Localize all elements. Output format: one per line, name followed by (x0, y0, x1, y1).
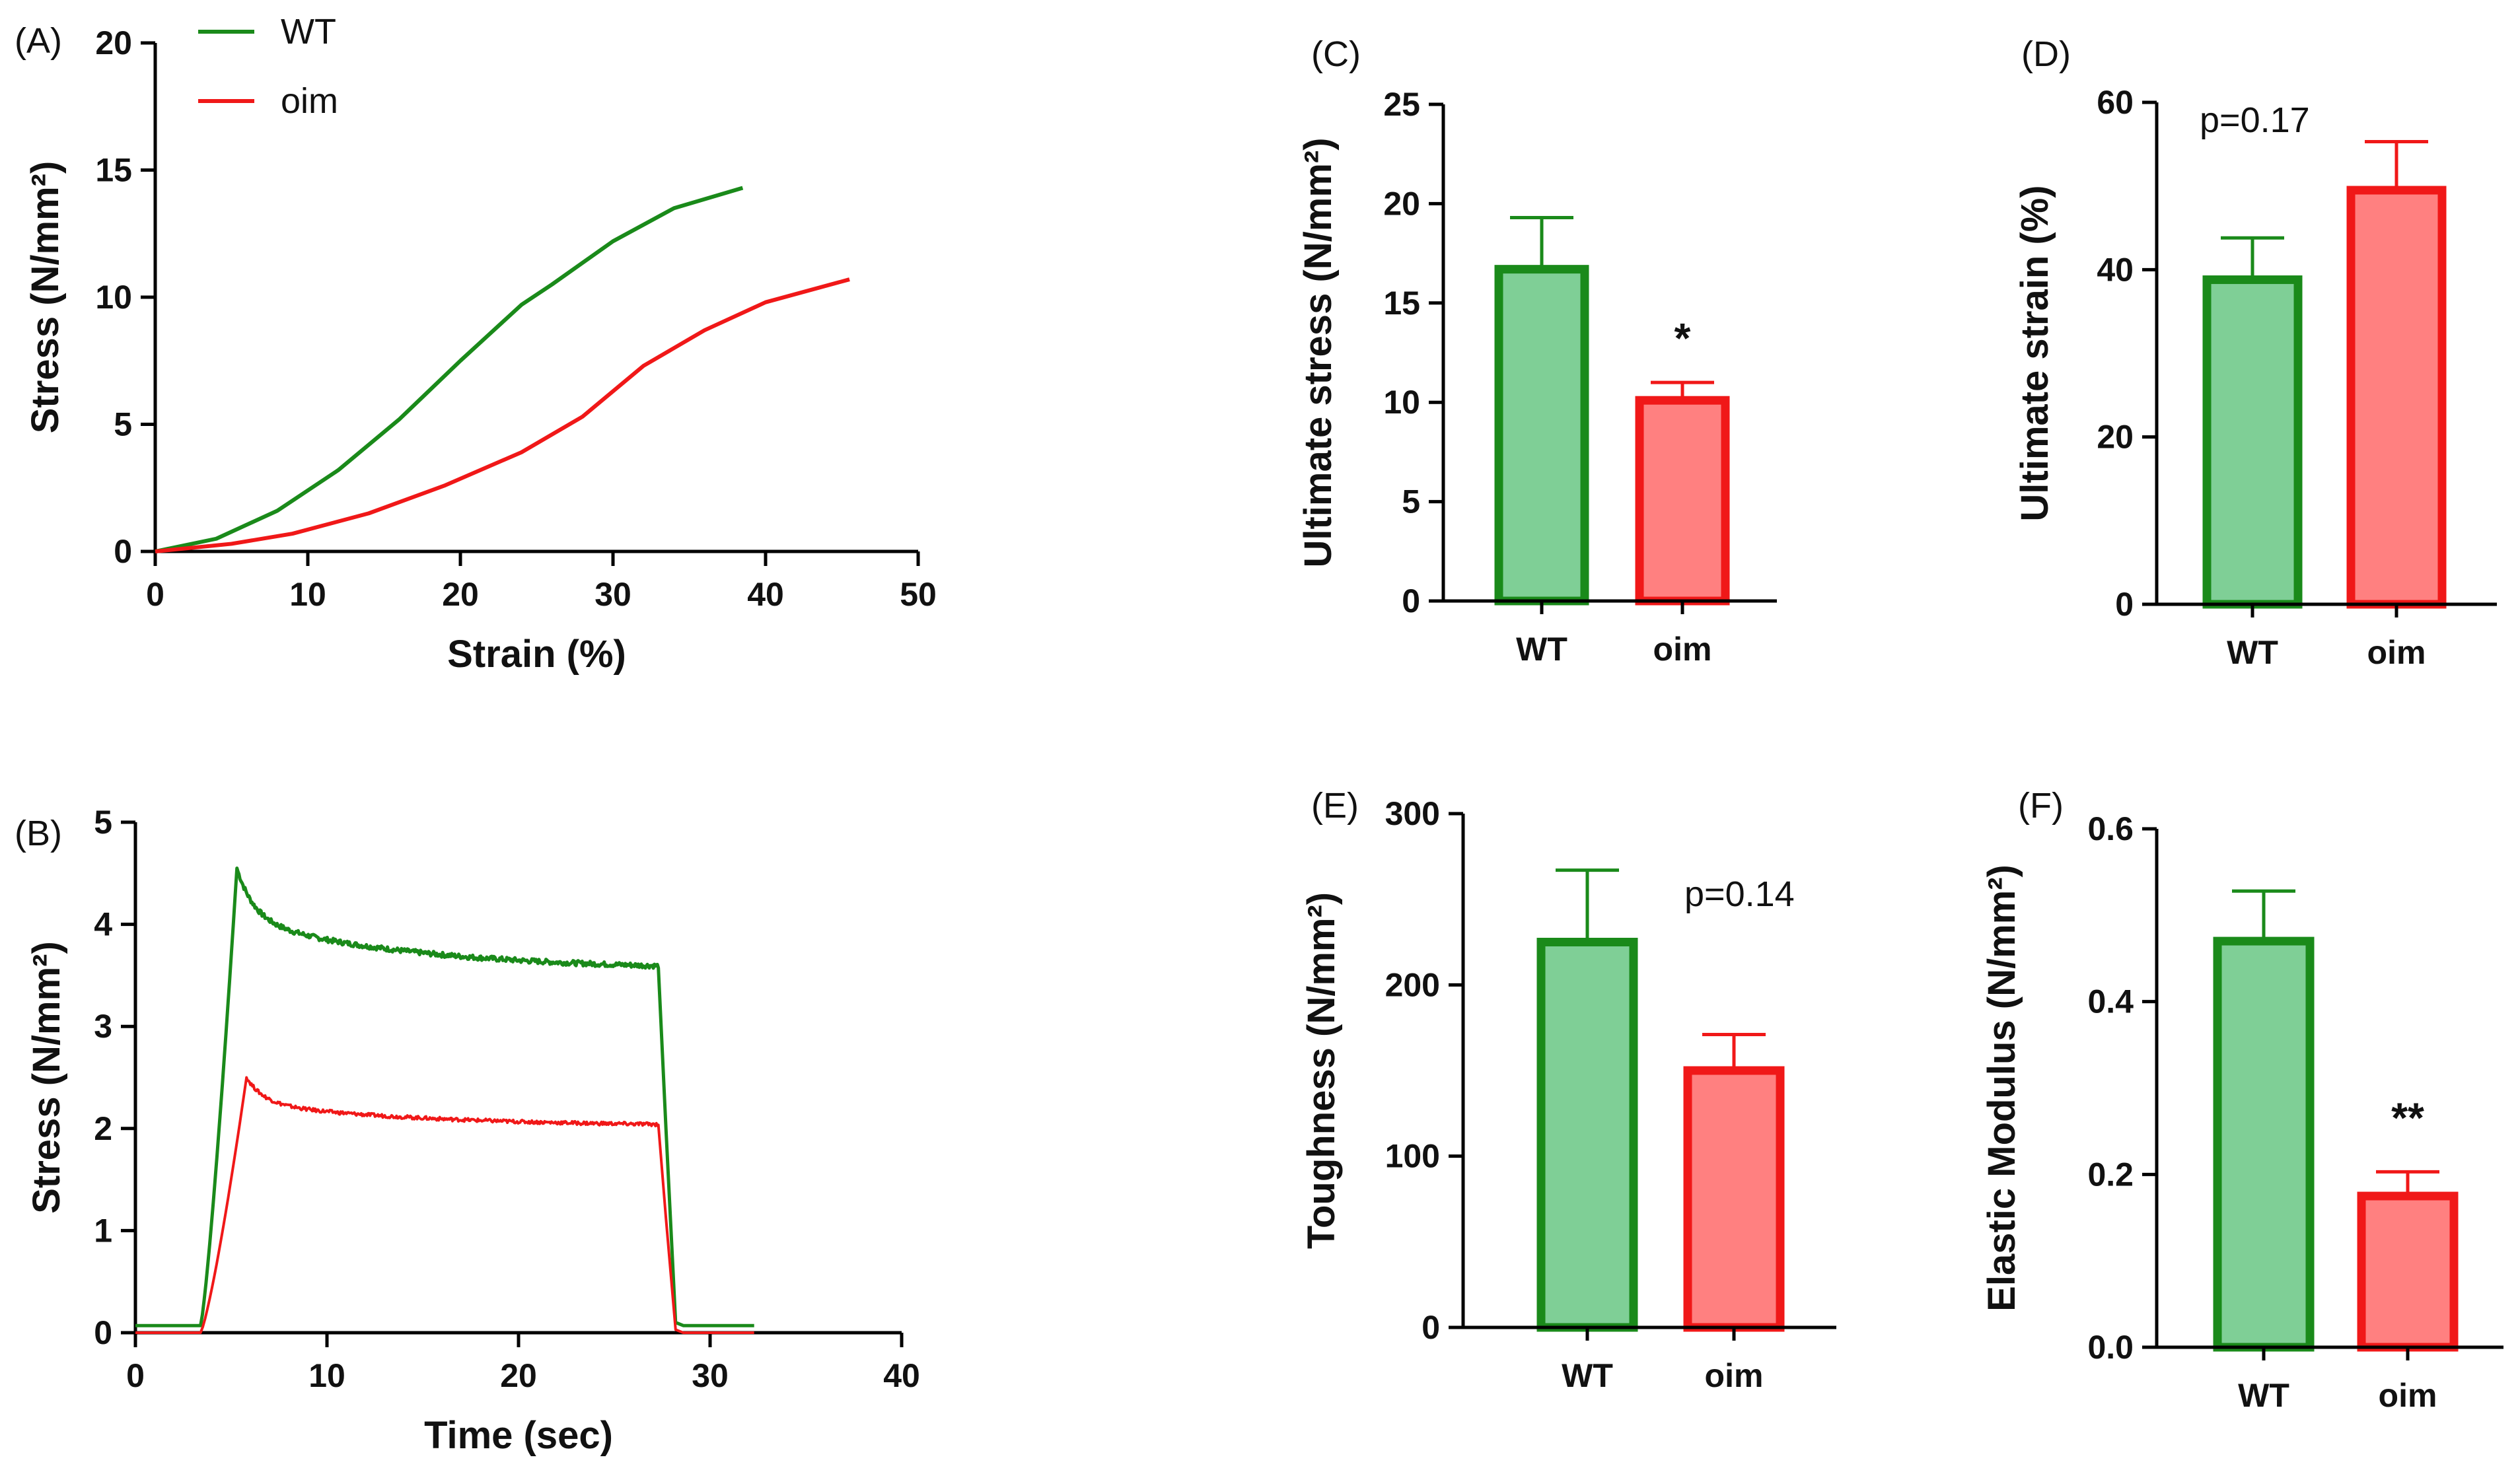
significance-mark: * (1674, 314, 1691, 362)
x-tick-label: 30 (692, 1357, 729, 1394)
x-axis-label: Time (sec) (424, 1414, 613, 1457)
y-tick-label: 3 (94, 1008, 112, 1045)
y-tick-label: 10 (95, 279, 132, 316)
y-tick-label: 0 (2115, 586, 2134, 623)
x-category-label: oim (1705, 1357, 1764, 1394)
panel-e: (E) WT oim 0 100 200 300 Toughness (N/mm²) p=0.1… (1300, 786, 1836, 1394)
x-category-label: WT (2238, 1377, 2289, 1414)
panel-label: (D) (2021, 34, 2071, 74)
significance-mark: ** (2391, 1094, 2424, 1141)
y-axis-label: Ultimate strain (%) (2013, 185, 2056, 521)
panel-label: (E) (1311, 786, 1359, 826)
x-tick-label: 10 (308, 1357, 345, 1394)
y-tick-label: 0 (1402, 582, 1420, 619)
panel-b: (B) 0 10 20 30 40 0 1 2 3 4 5 Time (sec) Stress (N/mm… (15, 804, 920, 1457)
panel-label: (C) (1311, 34, 1361, 74)
panel-label: (F) (2018, 786, 2064, 826)
panel-d: (D) WT oim 0 20 40 60 Ultimate strain (%) p=0.17 (2013, 34, 2497, 671)
bar-oim (1683, 1066, 1785, 1332)
y-axis-label: Stress (N/mm²) (25, 941, 68, 1214)
y-tick-label: 5 (114, 406, 132, 443)
y-tick-label: 20 (1383, 185, 1420, 222)
legend-label-wt: WT (281, 12, 336, 52)
x-tick-label: 0 (146, 576, 164, 613)
x-tick-label: 50 (900, 576, 937, 613)
y-axis-label: Ultimate stress (N/mm²) (1297, 137, 1340, 567)
x-category-label: WT (1562, 1357, 1613, 1394)
panel-label: (B) (15, 814, 62, 853)
bar-wt (1494, 265, 1589, 606)
y-tick-label: 20 (95, 24, 132, 61)
y-tick-label: 25 (1383, 86, 1420, 123)
y-tick-label: 10 (1383, 384, 1420, 421)
panel-f: (F) WT oim 0.0 0.2 0.4 0.6 Elastic Modulus (N/m… (1980, 786, 2503, 1414)
x-tick-label: 20 (442, 576, 479, 613)
bar-wt (1536, 938, 1638, 1332)
y-tick-label: 15 (95, 152, 132, 189)
panel-label: (A) (15, 21, 62, 61)
y-tick-label: 100 (1385, 1138, 1440, 1175)
x-tick-label: 40 (747, 576, 784, 613)
x-category-label: WT (2227, 634, 2278, 671)
y-tick-label: 0 (114, 533, 132, 570)
x-category-label: oim (2367, 634, 2426, 671)
bar-oim (1635, 396, 1730, 606)
y-tick-label: 20 (2097, 419, 2134, 456)
y-tick-label: 1 (94, 1212, 112, 1249)
y-tick-label: 5 (94, 804, 112, 841)
x-tick-label: 30 (594, 576, 631, 613)
x-category-label: oim (1653, 631, 1712, 668)
x-tick-label: 10 (289, 576, 326, 613)
y-axis-label: Elastic Modulus (N/mm²) (1980, 864, 2023, 1312)
panel-c: (C) WT oim 0 5 10 15 20 25 Ultimate stress (N/mm²… (1297, 34, 1777, 668)
series-line-wt (155, 186, 744, 553)
y-tick-label: 2 (94, 1110, 112, 1147)
bar-wt (2213, 936, 2315, 1352)
y-axis-label: Stress (N/mm²) (24, 161, 67, 434)
x-category-label: WT (1516, 631, 1567, 668)
legend-label-oim: oim (281, 81, 338, 121)
x-category-label: oim (2379, 1377, 2437, 1414)
y-tick-label: 40 (2097, 251, 2134, 288)
y-tick-label: 60 (2097, 84, 2134, 121)
p-value-annotation: p=0.14 (1684, 874, 1795, 914)
y-tick-label: 0 (1422, 1309, 1440, 1346)
y-tick-label: 0.6 (2087, 810, 2134, 847)
series-line-wt (135, 866, 754, 1327)
series-line-oim (135, 1076, 754, 1334)
y-tick-label: 0 (94, 1314, 112, 1351)
panel-a: (A) 0 10 20 30 40 50 0 5 10 15 20 Strain (%) Stress (… (15, 12, 937, 676)
bar-oim (2357, 1191, 2459, 1352)
y-tick-label: 300 (1385, 795, 1440, 832)
y-tick-label: 0.0 (2087, 1329, 2134, 1366)
x-tick-label: 0 (126, 1357, 145, 1394)
y-tick-label: 200 (1385, 966, 1440, 1003)
legend: WT oim (198, 12, 338, 121)
bar-oim (2346, 186, 2447, 609)
y-tick-label: 4 (94, 906, 112, 943)
x-tick-label: 40 (883, 1357, 920, 1394)
x-axis-label: Strain (%) (447, 633, 626, 676)
bar-wt (2202, 275, 2303, 609)
y-tick-label: 0.2 (2087, 1156, 2134, 1193)
y-axis-label: Toughness (N/mm²) (1300, 892, 1343, 1249)
p-value-annotation: p=0.17 (2200, 100, 2310, 140)
y-tick-label: 0.4 (2087, 983, 2134, 1020)
x-tick-label: 20 (500, 1357, 537, 1394)
series-line-oim (155, 277, 850, 553)
y-tick-label: 15 (1383, 285, 1420, 322)
y-tick-label: 5 (1402, 483, 1420, 520)
